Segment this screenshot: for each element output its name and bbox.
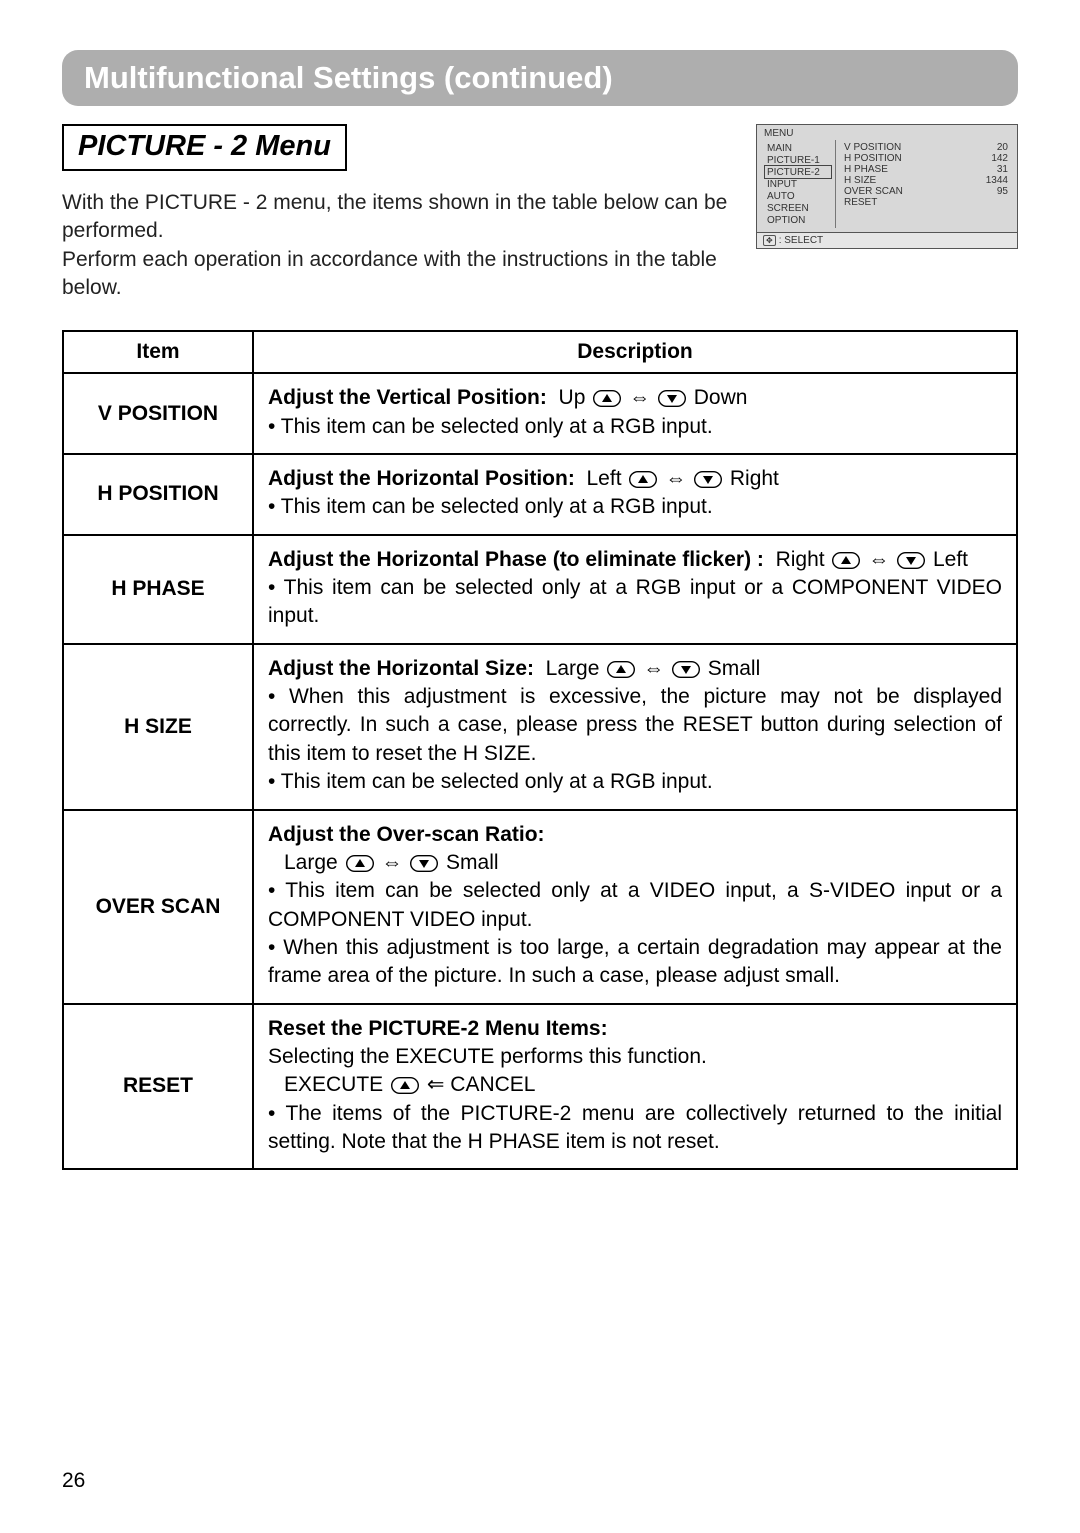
intro-text: With the PICTURE - 2 menu, the items sho… — [62, 189, 744, 302]
td-item: V POSITION — [63, 373, 253, 454]
td-desc: Reset the PICTURE-2 Menu Items: Selecting… — [253, 1004, 1017, 1170]
desc-note: • The items of the PICTURE-2 menu are co… — [268, 1102, 1002, 1153]
menu-right-row: H POSITION 142 — [844, 153, 1008, 164]
menu-left-item: INPUT — [765, 178, 831, 190]
up-button-icon — [346, 855, 374, 872]
menu-right-value: 1344 — [986, 175, 1008, 186]
td-item: OVER SCAN — [63, 810, 253, 1004]
desc-title: Adjust the Horizontal Size: — [268, 657, 534, 680]
menu-footer: ✥: SELECT — [756, 233, 1018, 249]
table-row: OVER SCAN Adjust the Over-scan Ratio: Larg… — [63, 810, 1017, 1004]
page-number: 26 — [62, 1469, 85, 1493]
up-button-icon — [832, 552, 860, 569]
desc-title: Adjust the Vertical Position: — [268, 386, 547, 409]
td-desc: Adjust the Vertical Position: Up ⇔ Down•… — [253, 373, 1017, 454]
down-button-icon — [897, 552, 925, 569]
desc-title: Reset the PICTURE-2 Menu Items: — [268, 1017, 608, 1040]
td-item: H SIZE — [63, 644, 253, 810]
menu-footer-text: : SELECT — [779, 235, 823, 246]
menu-right-row: H SIZE 1344 — [844, 175, 1008, 186]
table-row: V POSITIONAdjust the Vertical Position: … — [63, 373, 1017, 454]
td-desc: Adjust the Horizontal Position: Left ⇔ R… — [253, 454, 1017, 535]
intro-line-2: Perform each operation in accordance wit… — [62, 248, 717, 299]
up-button-icon — [607, 661, 635, 678]
menu-right-label: H POSITION — [844, 153, 902, 164]
down-button-icon — [672, 661, 700, 678]
menu-left-item: AUTO — [765, 190, 831, 202]
menu-right-value: 95 — [997, 186, 1008, 197]
menu-right-row: RESET — [844, 197, 1008, 208]
th-desc: Description — [253, 331, 1017, 373]
dpad-icon: ✥ — [763, 235, 776, 246]
table-row: RESET Reset the PICTURE-2 Menu Items: Sele… — [63, 1004, 1017, 1170]
td-desc: Adjust the Horizontal Size: Large ⇔ Smal… — [253, 644, 1017, 810]
menu-right-label: OVER SCAN — [844, 186, 903, 197]
menu-right-label: H SIZE — [844, 175, 876, 186]
menu-left-item: MAIN — [765, 142, 831, 154]
desc-note: • This item can be selected only at a RG… — [268, 770, 713, 793]
menu-left-item: SCREEN — [765, 202, 831, 214]
menu-left-col: MAINPICTURE-1PICTURE-2INPUTAUTOSCREENOPT… — [762, 140, 836, 228]
down-button-icon — [658, 390, 686, 407]
desc-note: • This item can be selected only at a RG… — [268, 576, 1002, 627]
table-row: H POSITIONAdjust the Horizontal Position… — [63, 454, 1017, 535]
page-banner: Multifunctional Settings (continued) — [62, 50, 1018, 106]
menu-left-item: OPTION — [765, 214, 831, 226]
desc-note: • This item can be selected only at a RG… — [268, 495, 713, 518]
menu-cols: MAINPICTURE-1PICTURE-2INPUTAUTOSCREENOPT… — [757, 140, 1017, 228]
menu-left-item: PICTURE-2 — [764, 165, 832, 179]
desc-dir-line: Large ⇔ Small — [268, 849, 1002, 877]
table-body: V POSITIONAdjust the Vertical Position: … — [63, 373, 1017, 1169]
desc-title: Adjust the Horizontal Position: — [268, 467, 575, 490]
submenu-title: PICTURE - 2 Menu — [62, 124, 347, 171]
section-left: PICTURE - 2 Menu With the PICTURE - 2 me… — [62, 124, 744, 330]
menu-right-value: 142 — [991, 153, 1008, 164]
menu-right-value: 31 — [997, 164, 1008, 175]
td-desc: Adjust the Horizontal Phase (to eliminat… — [253, 535, 1017, 644]
down-button-icon — [410, 855, 438, 872]
menu-widget: MENU MAINPICTURE-1PICTURE-2INPUTAUTOSCRE… — [756, 124, 1018, 249]
desc-exec-line: EXECUTE ⇐ CANCEL — [268, 1071, 1002, 1099]
th-item: Item — [63, 331, 253, 373]
section-row: PICTURE - 2 Menu With the PICTURE - 2 me… — [62, 124, 1018, 330]
settings-table: Item Description V POSITIONAdjust the Ve… — [62, 330, 1018, 1170]
menu-right-row: OVER SCAN 95 — [844, 186, 1008, 197]
desc-note: • When this adjustment is excessive, the… — [268, 685, 1002, 765]
desc-title: Adjust the Horizontal Phase (to eliminat… — [268, 548, 764, 571]
desc-title: Adjust the Over-scan Ratio: — [268, 823, 545, 846]
down-button-icon — [694, 471, 722, 488]
menu-right-label: V POSITION — [844, 142, 901, 153]
td-item: RESET — [63, 1004, 253, 1170]
menu-right-row: V POSITION 20 — [844, 142, 1008, 153]
menu-right-label: H PHASE — [844, 164, 888, 175]
intro-line-1: With the PICTURE - 2 menu, the items sho… — [62, 191, 727, 242]
up-button-icon — [593, 390, 621, 407]
up-button-icon — [391, 1077, 419, 1094]
desc-note: • This item can be selected only at a RG… — [268, 415, 713, 438]
up-button-icon — [629, 471, 657, 488]
table-row: H SIZEAdjust the Horizontal Size: Large … — [63, 644, 1017, 810]
menu-widget-title: MENU — [757, 125, 1017, 140]
menu-right-col: V POSITION20H POSITION142H PHASE31H SIZE… — [836, 140, 1012, 228]
menu-outer: MENU MAINPICTURE-1PICTURE-2INPUTAUTOSCRE… — [756, 124, 1018, 233]
td-desc: Adjust the Over-scan Ratio: Large ⇔ Small… — [253, 810, 1017, 1004]
menu-right-label: RESET — [844, 197, 877, 208]
desc-note: • When this adjustment is too large, a c… — [268, 936, 1002, 987]
td-item: H POSITION — [63, 454, 253, 535]
table-row: H PHASE Adjust the Horizontal Phase (to e… — [63, 535, 1017, 644]
menu-right-value: 20 — [997, 142, 1008, 153]
desc-subtitle: Selecting the EXECUTE performs this func… — [268, 1045, 707, 1068]
menu-right-row: H PHASE 31 — [844, 164, 1008, 175]
td-item: H PHASE — [63, 535, 253, 644]
desc-note: • This item can be selected only at a VI… — [268, 879, 1002, 930]
